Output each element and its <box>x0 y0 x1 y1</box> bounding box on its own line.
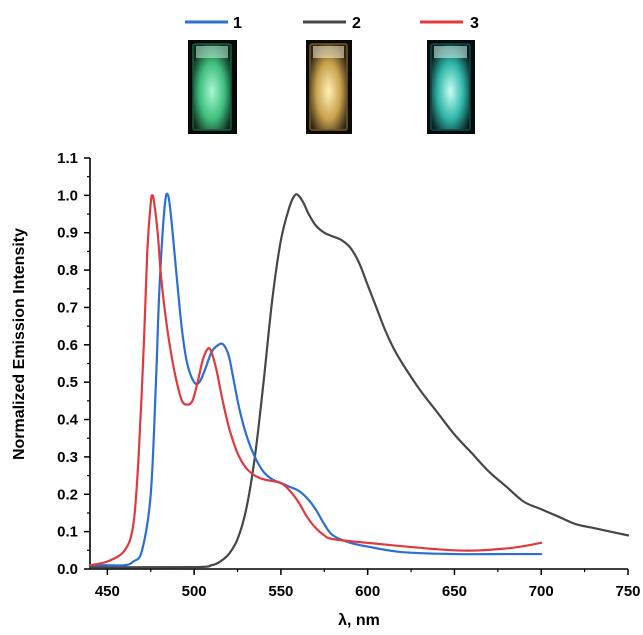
y-tick-label: 0.5 <box>57 374 78 391</box>
x-tick-label: 750 <box>615 583 640 600</box>
x-axis-title: λ, nm <box>338 612 380 629</box>
series-line-1 <box>88 192 543 567</box>
y-tick-label: 0.0 <box>57 561 78 578</box>
y-tick-label: 0.4 <box>57 412 79 429</box>
y-tick-label: 0.3 <box>57 449 78 466</box>
vial-photo-3 <box>427 40 475 134</box>
y-tick-label: 0.8 <box>57 262 78 279</box>
series-line-3 <box>88 194 543 567</box>
y-tick-label: 1.1 <box>57 150 78 167</box>
legend: 1 2 3 <box>185 15 479 32</box>
y-tick-label: 0.6 <box>57 337 78 354</box>
y-ticks: 0.0 0.1 0.2 0.3 0.4 0.5 0.6 0.7 0.8 0.9 1.0 1.1 <box>57 150 90 578</box>
legend-item-3: 3 <box>420 15 479 32</box>
y-tick-label: 0.7 <box>57 299 78 316</box>
x-tick-label: 650 <box>442 583 467 600</box>
legend-label-1: 1 <box>233 15 242 32</box>
x-tick-label: 500 <box>182 583 207 600</box>
vial-photo-2 <box>306 40 352 134</box>
series-layer <box>88 192 630 569</box>
x-tick-label: 600 <box>355 583 380 600</box>
legend-item-1: 1 <box>185 15 242 32</box>
legend-label-3: 3 <box>470 15 479 32</box>
x-tick-label: 700 <box>529 583 554 600</box>
x-tick-label: 550 <box>268 583 293 600</box>
y-tick-label: 1.0 <box>57 187 78 204</box>
vial-photo-1 <box>188 40 237 134</box>
vial-photos <box>188 40 475 134</box>
y-tick-label: 0.1 <box>57 524 78 541</box>
x-tick-label: 450 <box>95 583 120 600</box>
y-tick-label: 0.2 <box>57 486 78 503</box>
series-line-2 <box>88 193 630 569</box>
legend-item-2: 2 <box>303 15 361 32</box>
y-tick-label: 0.9 <box>57 225 78 242</box>
y-axis-title: Normalized Emission Intensity <box>11 228 28 460</box>
legend-label-2: 2 <box>352 15 361 32</box>
x-ticks: 450 500 550 600 650 700 750 <box>95 569 641 600</box>
